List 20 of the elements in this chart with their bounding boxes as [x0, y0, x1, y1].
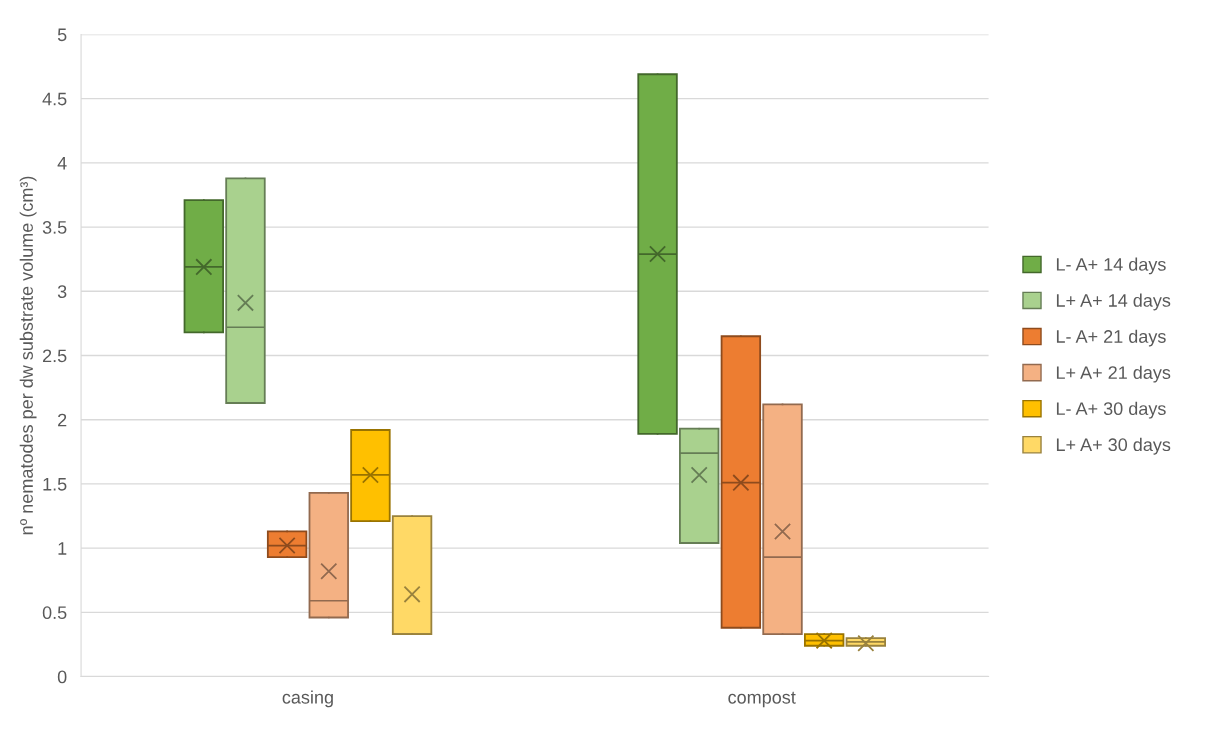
legend-label: L- A+ 21 days [1056, 329, 1166, 347]
y-tick-label: 5 [57, 28, 67, 42]
x-tick-label: casing [282, 690, 333, 708]
legend-label: L- A+ 14 days [1056, 257, 1166, 275]
y-tick-label: 1 [58, 542, 67, 555]
y-tick-label: 3.5 [42, 221, 67, 234]
y-tick-label: 2 [58, 413, 67, 427]
y-tick-label: 2.5 [42, 349, 67, 363]
y-tick-label: 3 [57, 285, 67, 299]
y-tick-label: 0 [57, 670, 67, 684]
y-tick-label: 0.5 [42, 606, 67, 620]
legend-label: L+ A+ 14 days [1056, 293, 1171, 311]
y-tick-label: 4 [57, 156, 67, 170]
y-tick-label: 4.5 [42, 92, 67, 106]
legend-label: L+ A+ 30 days [1056, 437, 1171, 455]
legend-label: L+ A+ 21 days [1056, 365, 1171, 383]
y-axis-title: nº nematodes per dw substrate volume (cm³) [19, 176, 37, 535]
y-tick-label: 1.5 [43, 478, 67, 491]
legend-label: L- A+ 30 days [1056, 401, 1166, 419]
x-tick-label: compost [728, 691, 796, 708]
